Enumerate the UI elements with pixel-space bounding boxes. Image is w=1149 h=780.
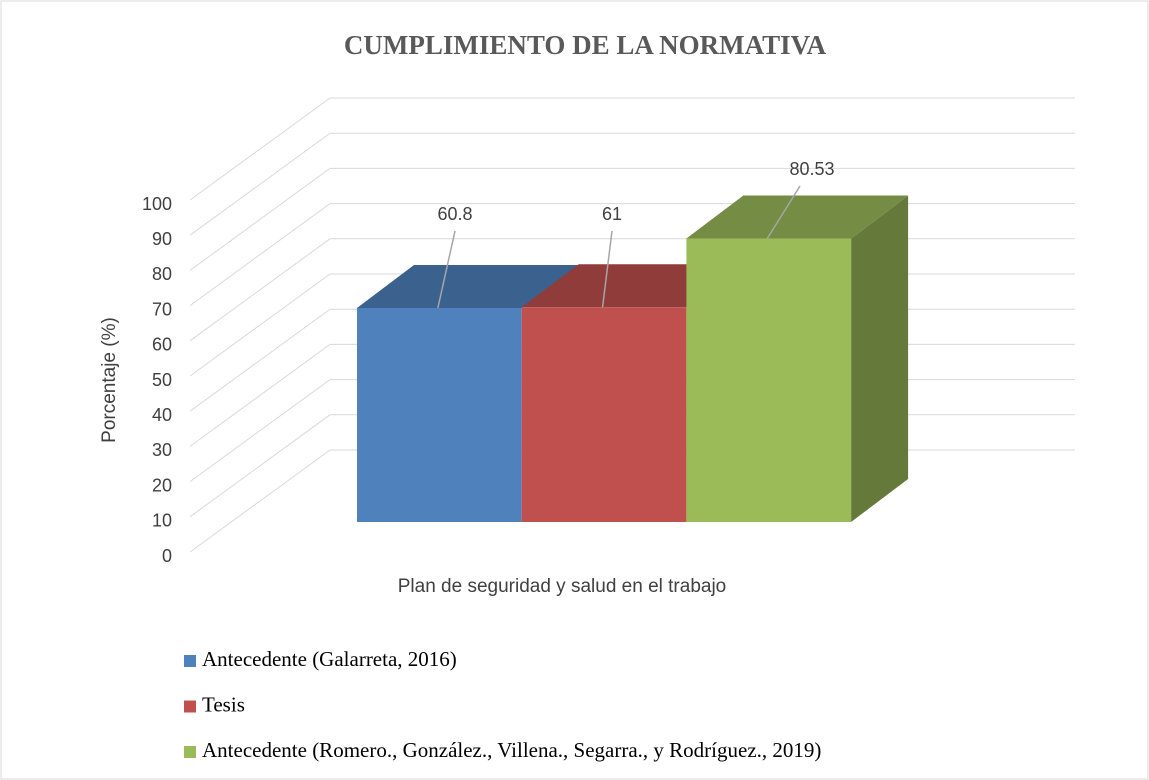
y-tick-label: 70 bbox=[152, 299, 172, 319]
grid-line bbox=[189, 167, 1075, 271]
leader-line bbox=[766, 185, 801, 239]
data-label: 80.53 bbox=[789, 159, 834, 179]
legend-label: Antecedente (Romero., González., Villena… bbox=[202, 738, 821, 762]
y-tick-label: 90 bbox=[152, 229, 172, 249]
legend-label: Tesis bbox=[202, 692, 245, 716]
grid-line bbox=[189, 132, 1075, 236]
y-tick-label: 0 bbox=[162, 546, 172, 566]
y-tick-label: 80 bbox=[152, 264, 172, 284]
leader-line bbox=[601, 230, 613, 308]
legend-swatch bbox=[184, 655, 196, 667]
data-label: 60.8 bbox=[437, 204, 472, 224]
y-tick-label: 20 bbox=[152, 475, 172, 495]
grid-line bbox=[189, 97, 1075, 201]
bar bbox=[357, 307, 522, 522]
bar-top bbox=[686, 195, 909, 239]
legend-label: Antecedente (Galarreta, 2016) bbox=[202, 647, 457, 671]
y-tick-label: 50 bbox=[152, 370, 172, 390]
bar-side bbox=[851, 195, 909, 522]
legend-swatch bbox=[184, 700, 196, 713]
bar-top bbox=[357, 264, 579, 308]
y-axis-label: Porcentaje (%) bbox=[99, 317, 120, 443]
y-tick-label: 10 bbox=[152, 511, 172, 531]
data-label: 61 bbox=[602, 204, 622, 224]
legend-swatch bbox=[184, 746, 196, 758]
x-tick-label: Plan de seguridad y salud en el trabajo bbox=[398, 576, 727, 597]
bar bbox=[686, 238, 852, 522]
bar bbox=[521, 307, 687, 522]
y-tick-label: 30 bbox=[152, 440, 172, 460]
y-tick-label: 100 bbox=[142, 194, 172, 214]
chart-title: CUMPLIMIENTO DE LA NORMATIVA bbox=[344, 30, 827, 60]
y-tick-label: 40 bbox=[152, 405, 172, 425]
leader-line bbox=[437, 230, 456, 309]
y-tick-label: 60 bbox=[152, 335, 172, 355]
